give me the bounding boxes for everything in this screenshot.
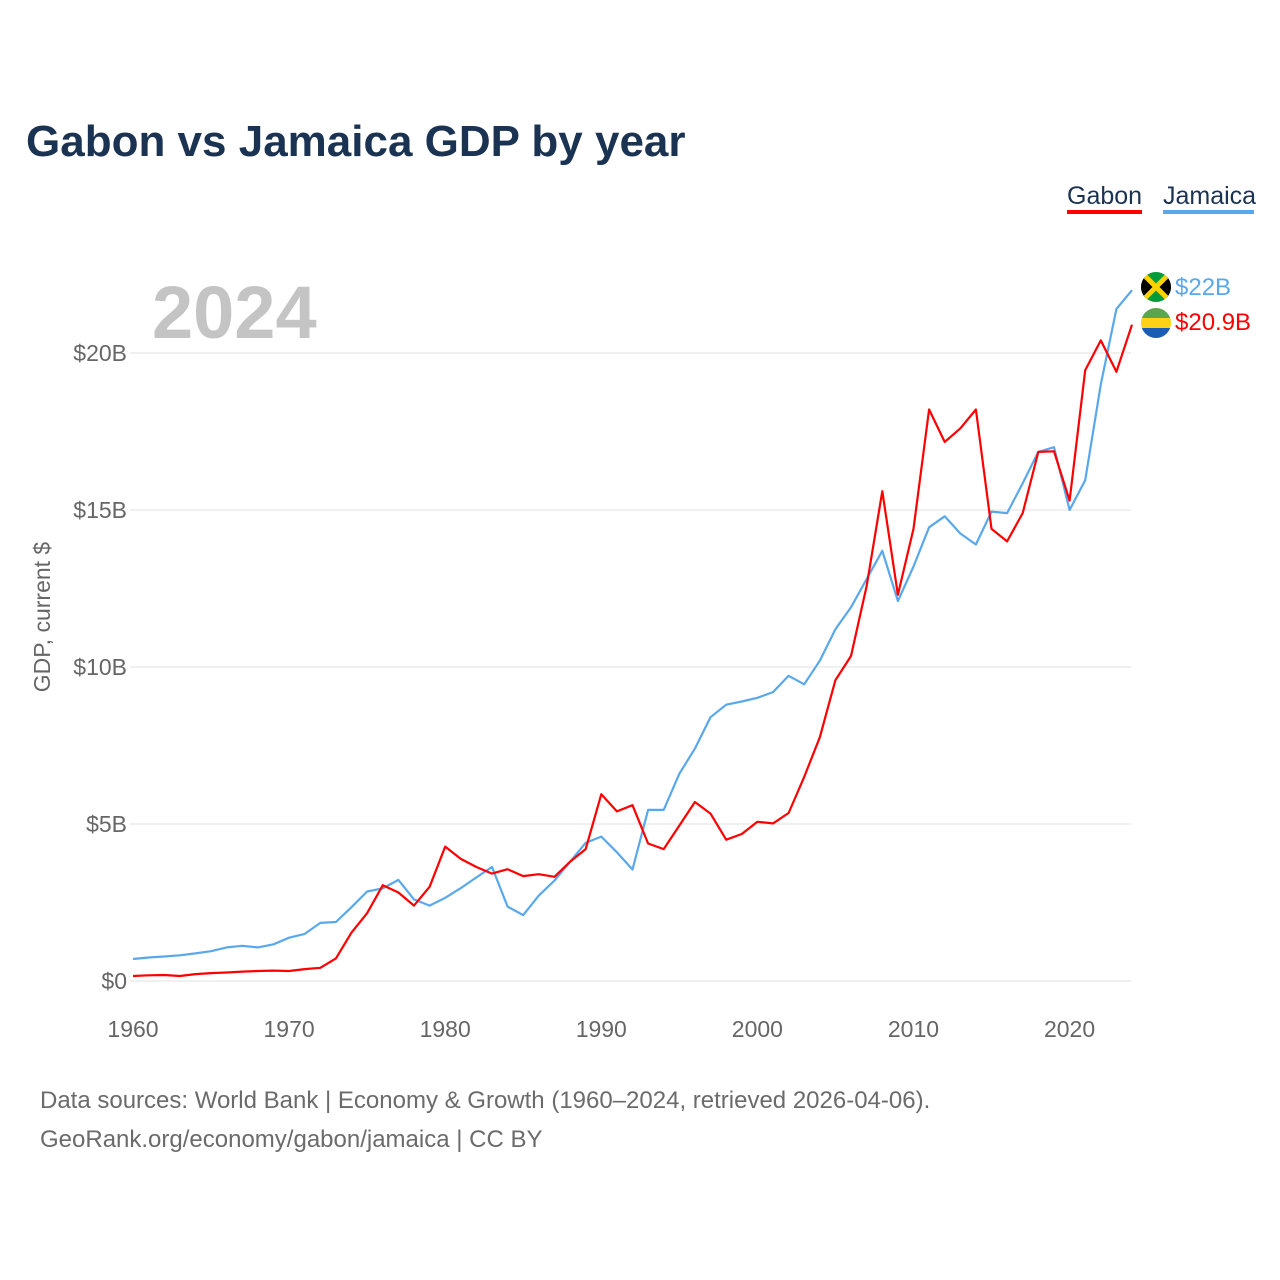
- y-tick-label: $10B: [73, 654, 127, 680]
- x-tick-label: 1960: [107, 1016, 158, 1042]
- year-label: 2024: [152, 271, 317, 354]
- y-tick-label: $15B: [73, 497, 127, 523]
- legend: Gabon Jamaica: [1067, 182, 1256, 214]
- x-tick-label: 2010: [888, 1016, 939, 1042]
- jamaica-end-value: $22B: [1175, 274, 1231, 301]
- jamaica-flag-icon: [1141, 272, 1171, 302]
- x-tick-label: 1980: [420, 1016, 471, 1042]
- footer-sources: Data sources: World Bank | Economy & Gro…: [40, 1087, 930, 1114]
- legend-item-gabon[interactable]: Gabon: [1067, 182, 1142, 210]
- x-tick-label: 1970: [264, 1016, 315, 1042]
- gridlines: [130, 352, 1131, 982]
- series-line-gabon: [132, 324, 1134, 978]
- series-lines: [132, 289, 1134, 978]
- footer-link[interactable]: GeoRank.org/economy/gabon/jamaica | CC B…: [40, 1126, 543, 1153]
- series-line-jamaica: [132, 289, 1133, 961]
- x-tick-label: 2000: [732, 1016, 783, 1042]
- x-axis-ticks: 1960 1970 1980 1990 2000 2010 2020: [107, 1016, 1095, 1042]
- gabon-flag-icon: [1141, 308, 1171, 338]
- y-tick-label: $0: [101, 968, 127, 994]
- y-tick-label: $5B: [86, 811, 127, 837]
- y-tick-label: $20B: [73, 340, 127, 366]
- chart-title: Gabon vs Jamaica GDP by year: [26, 117, 686, 166]
- y-axis-label: GDP, current $: [29, 542, 55, 693]
- gabon-end-value: $20.9B: [1175, 309, 1251, 336]
- x-tick-label: 2020: [1044, 1016, 1095, 1042]
- legend-item-jamaica[interactable]: Jamaica: [1163, 182, 1256, 210]
- x-tick-label: 1990: [576, 1016, 627, 1042]
- legend-swatch-jamaica: [1163, 210, 1254, 214]
- legend-swatch-gabon: [1067, 210, 1142, 214]
- y-axis-ticks: $0 $5B $10B $15B $20B: [73, 340, 127, 994]
